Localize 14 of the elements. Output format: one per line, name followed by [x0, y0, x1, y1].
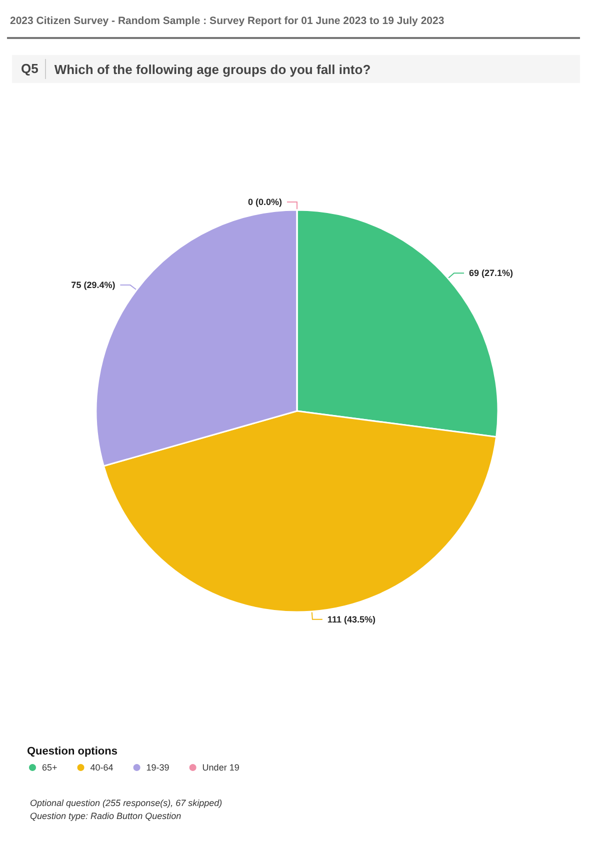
legend-label: 40-64 — [90, 762, 114, 772]
legend-label: Under 19 — [202, 762, 240, 772]
data-label: 69 (27.1%) — [469, 268, 514, 278]
text: Question type: Radio Button Question — [30, 810, 182, 823]
legend-title: Question options — [27, 746, 118, 758]
chart-subtitle: Which of the following age groups do you fall into? — [54, 62, 371, 76]
chart-title: 2023 Citizen Survey - Random Sample : Survey Report for 01 June 2023 to 19 July 2023 — [10, 15, 444, 27]
legend-label: 19-39 — [146, 762, 170, 772]
legend-label: 65+ — [42, 762, 58, 772]
data-label: 75 (29.4%) — [71, 280, 116, 290]
text: 0 (0.0%) — [248, 197, 282, 207]
text: Optional question (255 response(s), 67 skipped) — [30, 797, 222, 810]
data-label: 111 (43.5%) — [327, 614, 376, 624]
text: Q5 — [12, 59, 46, 79]
